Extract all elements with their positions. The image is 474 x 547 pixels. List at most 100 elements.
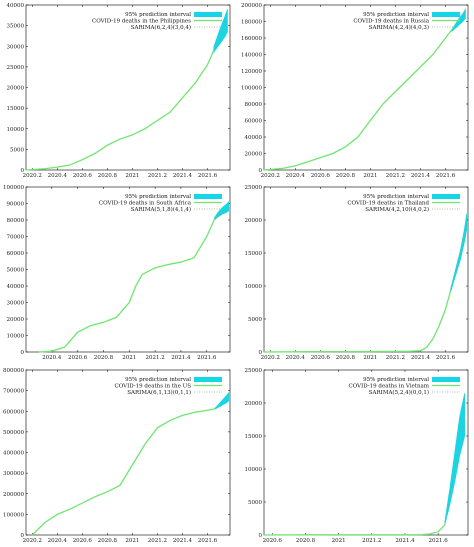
y-tick-label: 100000 (3, 185, 24, 191)
chart-panel-5: 0 100000 200000 300000 400000 500000 600000 700… (3, 368, 231, 544)
y-tick-label: 5000 (10, 147, 24, 153)
legend-label: 95% prediction interval (125, 194, 191, 200)
legend-label: SARIMA(5,1,8)(4,1,4) (131, 206, 191, 213)
legend-label: COVID-19 deaths in the US (115, 384, 192, 390)
x-tick-label: 2020.6 (263, 538, 283, 544)
y-tick-label: 10000 (245, 284, 263, 290)
x-tick-label: 2021.2 (386, 355, 405, 361)
plot-frame (25, 4, 231, 171)
x-tick-label: 2020.8 (98, 538, 118, 544)
x-tick-label: 2021 (332, 538, 346, 544)
legend-label: 95% prediction interval (363, 377, 429, 383)
legend-swatch-band (194, 194, 222, 199)
observed-deaths-line (31, 408, 216, 536)
x-tick-label: 2021.4 (173, 538, 193, 544)
y-tick-label: 0 (21, 168, 25, 174)
x-tick-label: 2021.6 (436, 355, 456, 361)
y-tick-label: 0 (21, 533, 25, 539)
y-tick-label: 60000 (245, 119, 263, 125)
sarima-forecast-line (444, 416, 466, 526)
chart-panel-4: 0 5000 10000 15000 20000 25000 2020.2 2020.4 202… (245, 185, 469, 361)
observed-deaths-line (263, 524, 446, 536)
x-tick-label: 2020.4 (286, 355, 306, 361)
chart-panel-3: 0 10000 20000 30000 40000 50000 60000 70000 8000… (3, 185, 231, 361)
x-tick-label: 2021.2 (145, 355, 164, 361)
x-tick-label: 2021.4 (171, 355, 191, 361)
y-tick-label: 200000 (241, 3, 262, 9)
y-tick-label: 90000 (7, 202, 25, 208)
chart-panel-6: 0 5000 10000 15000 20000 25000 2020.6 2020.8 202… (245, 368, 469, 544)
legend-label: COVID-19 deaths in South Africa (99, 201, 192, 207)
y-tick-label: 100000 (3, 512, 24, 518)
y-tick-label: 0 (21, 350, 25, 356)
y-tick-label: 700000 (3, 389, 24, 395)
legend-label: 95% prediction interval (363, 12, 429, 18)
x-tick-label: 2020.6 (311, 173, 331, 179)
y-tick-label: 180000 (241, 20, 262, 26)
x-tick-label: 2021.2 (148, 538, 167, 544)
y-tick-label: 120000 (241, 69, 262, 75)
legend-swatch-band (432, 12, 460, 17)
observed-deaths-line (263, 291, 452, 353)
y-tick-label: 25000 (245, 368, 263, 374)
y-tick-label: 10000 (245, 467, 263, 473)
x-tick-label: 2020.2 (23, 538, 42, 544)
legend-label: SARIMA(4,2,10)(4,0,2) (365, 206, 429, 213)
legend-label: COVID-19 deaths in Thailand (347, 201, 429, 207)
y-tick-label: 30000 (7, 44, 25, 50)
x-tick-label: 2021.2 (386, 173, 405, 179)
y-tick-label: 40000 (7, 3, 25, 9)
x-tick-label: 2021.4 (411, 355, 431, 361)
x-tick-label: 2020.6 (73, 173, 93, 179)
x-tick-label: 2021 (363, 173, 377, 179)
y-tick-label: 80000 (7, 218, 25, 224)
x-tick-label: 2020.4 (42, 355, 62, 361)
y-tick-label: 100000 (241, 86, 262, 92)
x-tick-label: 2021 (122, 355, 136, 361)
y-tick-label: 800000 (3, 368, 24, 374)
plot-frame (263, 4, 469, 171)
legend-swatch-band (194, 12, 222, 17)
x-tick-label: 2020.6 (73, 538, 93, 544)
y-tick-label: 50000 (7, 268, 25, 274)
observed-deaths-line (263, 29, 453, 171)
y-tick-label: 5000 (248, 317, 262, 323)
x-tick-label: 2021 (125, 173, 139, 179)
legend-swatch-band (432, 194, 460, 199)
sarima-forecast-line (214, 206, 229, 220)
x-tick-label: 2020.2 (261, 355, 280, 361)
y-tick-label: 600000 (3, 409, 24, 415)
y-tick-label: 0 (259, 533, 263, 539)
y-tick-label: 10000 (7, 127, 25, 133)
legend-label: COVID-19 deaths in the Philippines (92, 19, 191, 25)
x-tick-label: 2020.6 (311, 355, 331, 361)
x-tick-label: 2021.2 (148, 173, 167, 179)
y-tick-label: 20000 (245, 152, 263, 158)
x-tick-label: 2020.4 (48, 173, 68, 179)
x-tick-label: 2020.8 (98, 173, 118, 179)
y-tick-label: 10000 (7, 334, 25, 340)
x-tick-label: 2020.4 (286, 173, 306, 179)
x-tick-label: 2020.6 (68, 355, 88, 361)
y-tick-label: 15000 (7, 106, 25, 112)
x-tick-label: 2020.4 (48, 538, 68, 544)
chart-panel-2: 0 20000 40000 60000 80000 100000 120000 140000 1… (241, 3, 469, 179)
y-tick-label: 30000 (7, 301, 25, 307)
y-tick-label: 20000 (245, 401, 263, 407)
sarima-forecast-line (451, 12, 466, 30)
plot-frame (263, 369, 469, 536)
x-tick-label: 2021 (363, 355, 377, 361)
legend-label: SARIMA(5,2,4)(0,0,1) (369, 389, 429, 396)
prediction-interval-band (444, 393, 465, 526)
y-tick-label: 80000 (245, 102, 263, 108)
sarima-forecast-line (213, 21, 228, 51)
legend-label: COVID-19 deaths in Russia (353, 19, 429, 25)
legend-label: 95% prediction interval (363, 194, 429, 200)
legend-swatch-band (432, 377, 460, 382)
y-tick-label: 60000 (7, 251, 25, 257)
